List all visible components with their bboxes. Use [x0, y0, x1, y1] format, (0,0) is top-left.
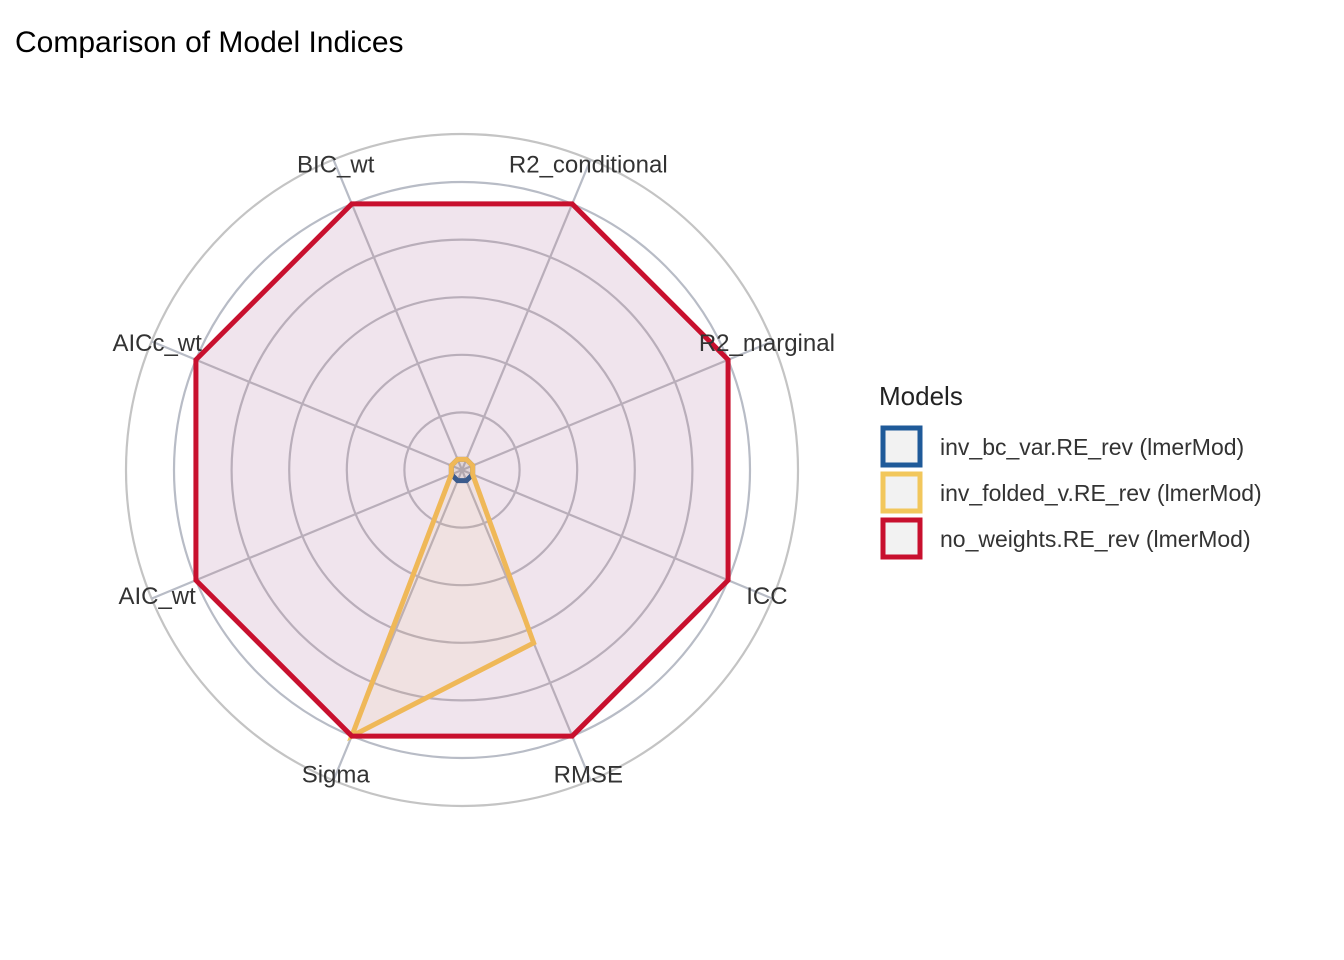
axis-spoke: [461, 340, 773, 472]
grid-ring: [345, 353, 579, 587]
axis-label: AICc_wt: [112, 330, 202, 357]
series-polygon-2: [193, 201, 731, 739]
legend-label: inv_bc_var.RE_rev (lmerMod): [940, 434, 1244, 460]
grid-ring: [172, 180, 752, 760]
grid-ring: [288, 296, 636, 644]
legend-key: [880, 471, 923, 514]
axis-label: R2_conditional: [509, 152, 668, 179]
outer-ring: [124, 132, 800, 808]
axis-spoke: [461, 468, 773, 600]
grid-ring: [230, 238, 694, 702]
radar-grid: [124, 132, 800, 808]
chart-title: Comparison of Model Indices: [15, 26, 404, 59]
axis-label: BIC_wt: [297, 152, 375, 179]
axis-spoke: [151, 340, 463, 472]
legend-key: [880, 517, 923, 560]
axis-spoke: [332, 159, 464, 471]
axis-label: ICC: [746, 583, 787, 610]
axis-label: RMSE: [554, 761, 623, 788]
legend-key: [880, 425, 923, 468]
axis-label: Sigma: [302, 761, 371, 788]
axis-label: R2_marginal: [699, 330, 835, 357]
legend-label: no_weights.RE_rev (lmerMod): [940, 526, 1251, 552]
axis-spoke: [460, 159, 592, 471]
axis-labels: R2_conditional R2_marginal ICC RMSE Sigma AIC…: [112, 152, 834, 789]
legend-title: Models: [879, 381, 963, 411]
grid-ring: [403, 411, 521, 529]
radar-series: [193, 201, 731, 742]
axis-spoke: [151, 468, 463, 600]
legend: Models inv_bc_var.RE_rev (lmerMod) inv_fo…: [879, 381, 1262, 560]
legend-label: inv_folded_v.RE_rev (lmerMod): [940, 480, 1262, 506]
axis-label: AIC_wt: [118, 583, 196, 610]
